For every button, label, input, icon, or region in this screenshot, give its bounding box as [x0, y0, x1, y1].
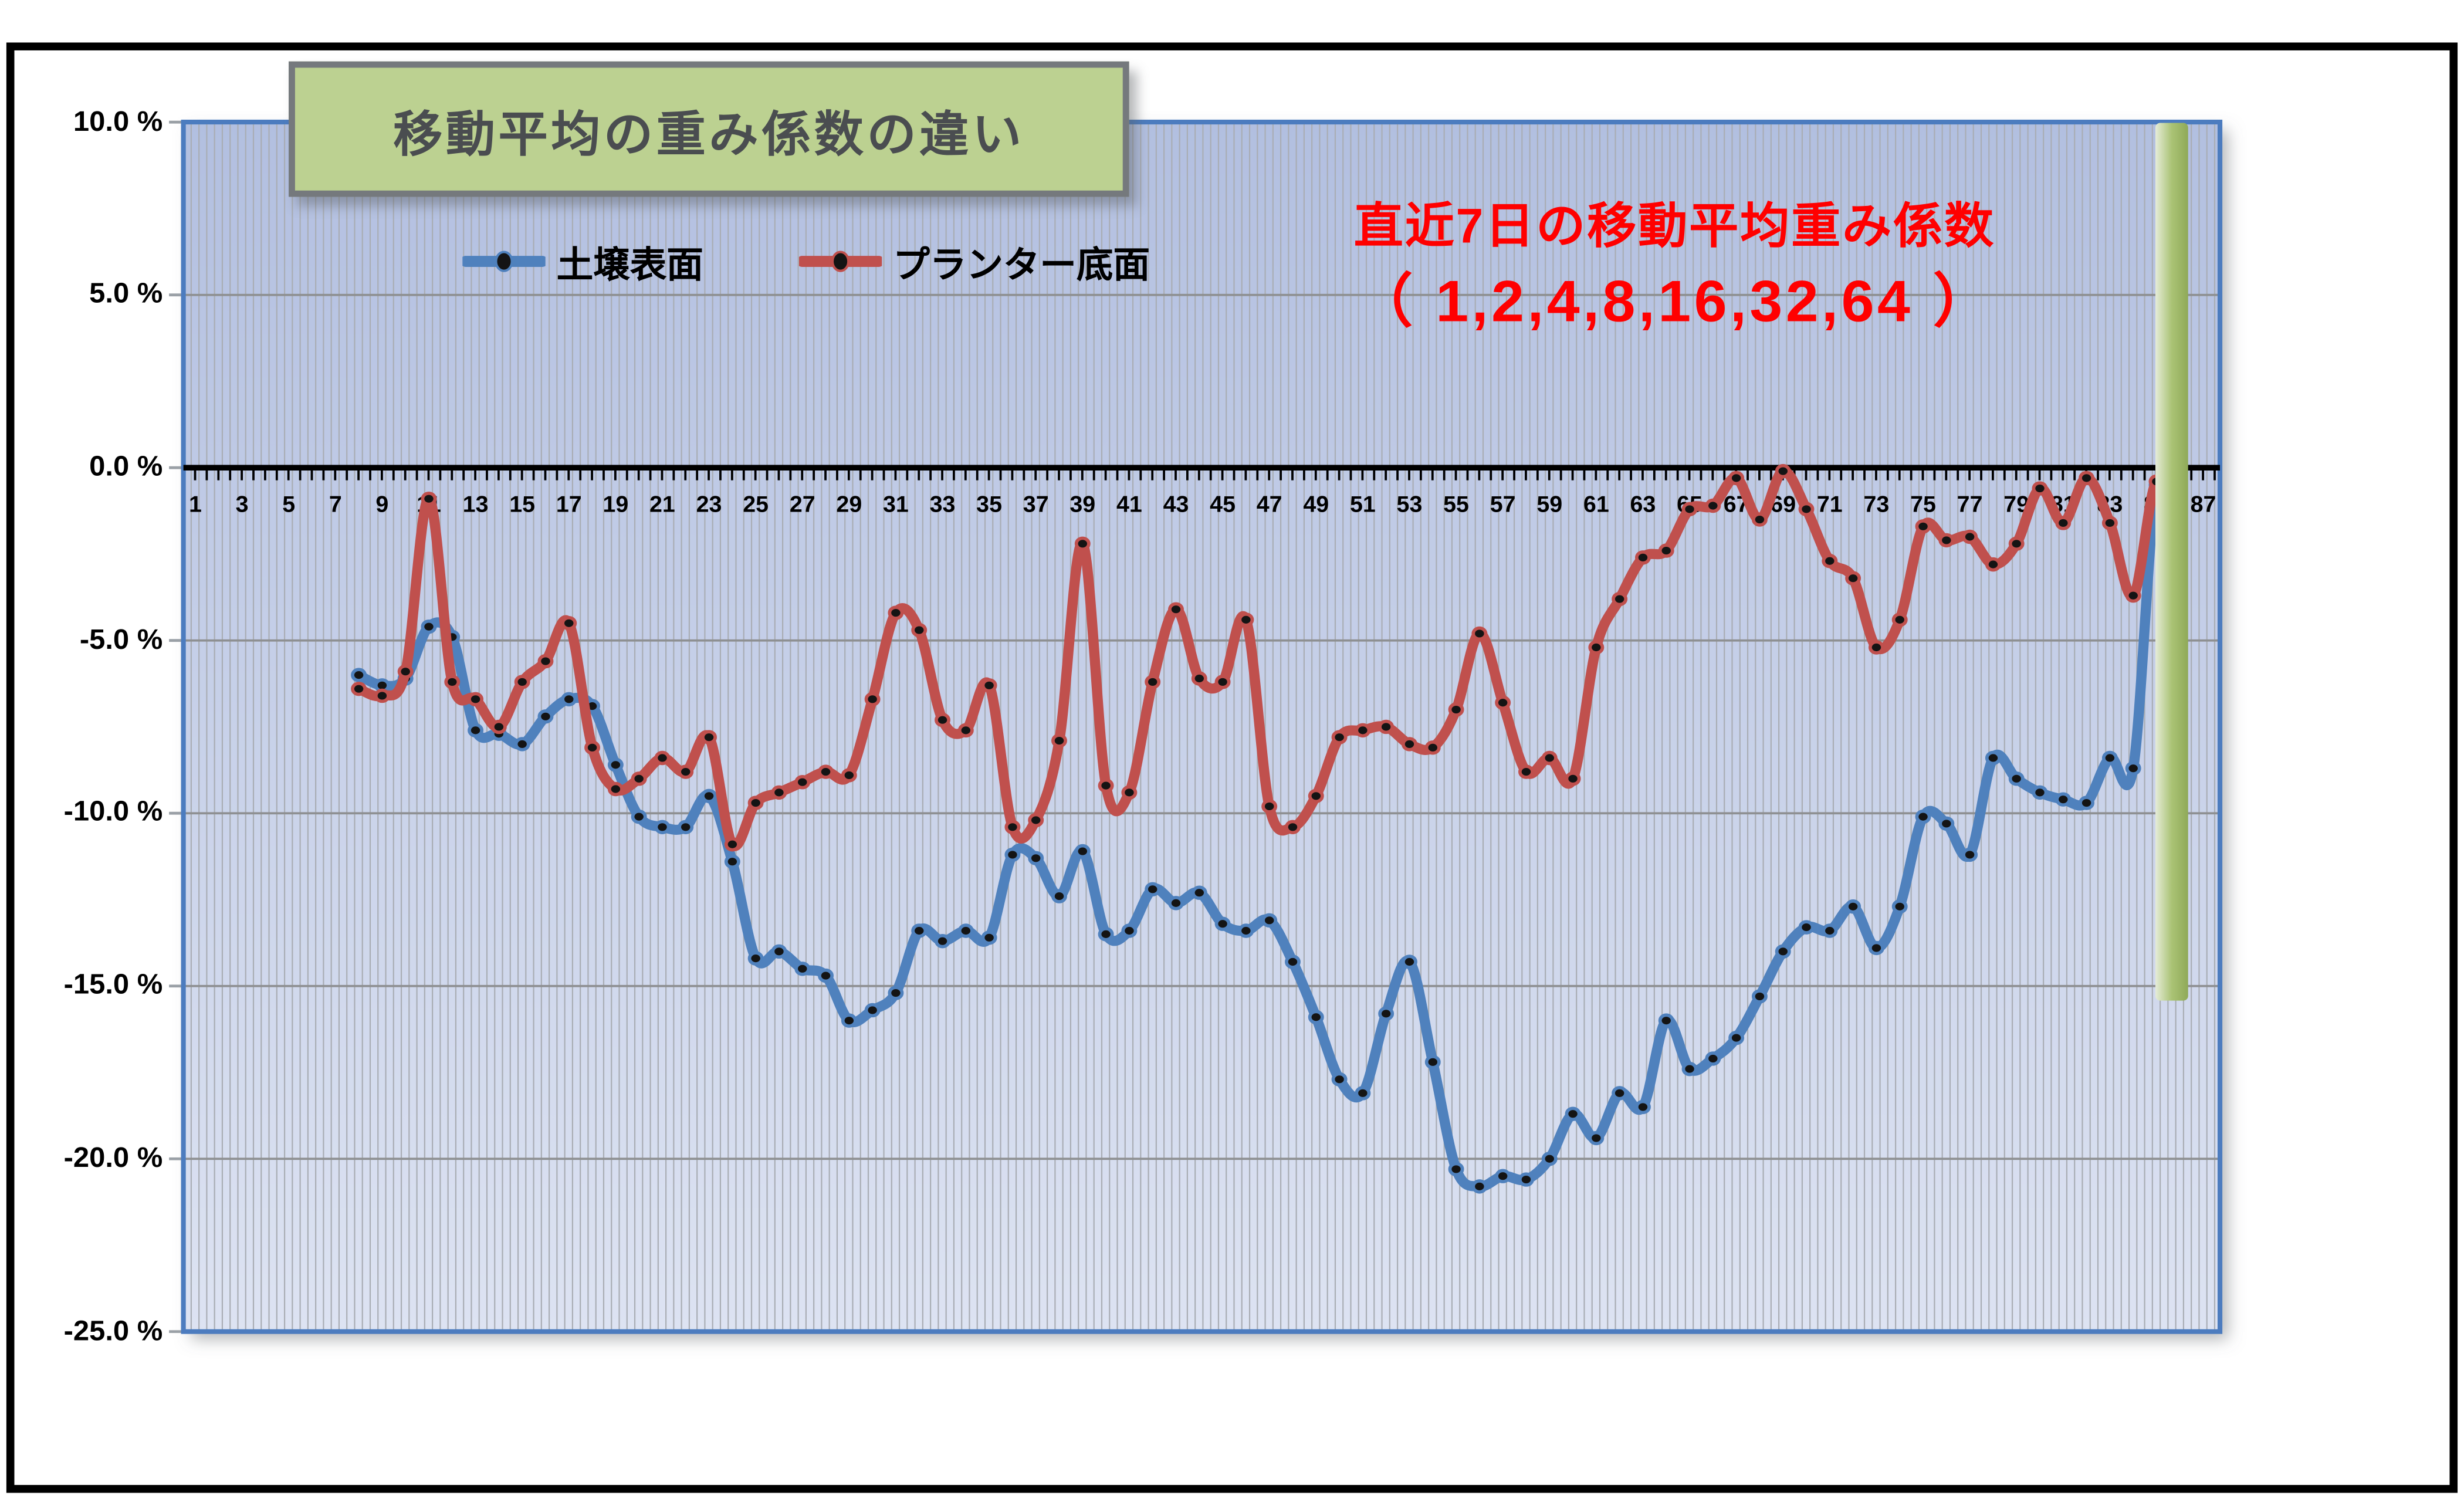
svg-text:55: 55 — [1443, 492, 1469, 517]
x-axis-ticks — [194, 468, 2216, 480]
annotation-line-1: 直近7日の移動平均重み係数 — [1353, 198, 1996, 254]
series-soil-surface — [351, 471, 2188, 1194]
svg-text:23: 23 — [696, 492, 722, 517]
svg-text:27: 27 — [790, 492, 815, 517]
svg-text:73: 73 — [1863, 492, 1889, 517]
legend-item-planter-bottom: プランター底面 — [798, 235, 1150, 288]
svg-text:33: 33 — [930, 492, 956, 517]
chart-title: 移動平均の重み係数の違い — [393, 106, 1025, 162]
legend-line-marker-soil-icon — [462, 251, 546, 272]
y-axis-label: 0.0 % — [89, 450, 163, 482]
svg-text:31: 31 — [883, 492, 909, 517]
highlight-bar-latest-7days — [2155, 123, 2188, 1001]
svg-text:77: 77 — [1957, 492, 1983, 517]
svg-text:87: 87 — [2191, 492, 2216, 517]
y-axis-outer-ticks — [169, 120, 182, 1333]
svg-text:63: 63 — [1630, 492, 1656, 517]
svg-text:37: 37 — [1023, 492, 1049, 517]
svg-text:43: 43 — [1163, 492, 1189, 517]
svg-text:29: 29 — [836, 492, 862, 517]
y-axis-label: -25.0 % — [63, 1314, 163, 1346]
svg-text:17: 17 — [556, 492, 582, 517]
y-axis-label: -15.0 % — [63, 969, 163, 1000]
svg-text:53: 53 — [1397, 492, 1423, 517]
gridlines — [183, 293, 2221, 1160]
svg-text:45: 45 — [1210, 492, 1236, 517]
legend: 土壌表面 プランター底面 — [462, 233, 1150, 290]
series-planter-bottom — [351, 463, 2188, 852]
svg-text:57: 57 — [1490, 492, 1516, 517]
y-axis-label: -10.0 % — [63, 796, 163, 828]
svg-text:13: 13 — [463, 492, 489, 517]
legend-label-planter-bottom: プランター底面 — [893, 244, 1150, 285]
y-axis-label: 10.0 % — [73, 104, 163, 137]
svg-text:71: 71 — [1817, 492, 1843, 517]
svg-text:3: 3 — [236, 492, 249, 517]
legend-item-soil-surface: 土壌表面 — [462, 235, 703, 288]
svg-text:15: 15 — [509, 492, 535, 517]
svg-text:1: 1 — [189, 492, 202, 517]
chart-title-box: 移動平均の重み係数の違い — [289, 61, 1129, 197]
svg-text:19: 19 — [603, 492, 628, 517]
annotation-line-2: （ 1,2,4,8,16,32,64 ） — [1353, 269, 1995, 334]
svg-text:61: 61 — [1583, 492, 1609, 517]
svg-text:49: 49 — [1303, 492, 1329, 517]
x-axis-labels: 1357911131517192123252729313335373941434… — [189, 492, 2216, 517]
svg-text:21: 21 — [649, 492, 675, 517]
plot-border — [181, 119, 2223, 1334]
minor-gridlines — [190, 122, 2216, 1332]
svg-text:5: 5 — [282, 492, 295, 517]
svg-text:9: 9 — [375, 492, 388, 517]
svg-text:47: 47 — [1257, 492, 1282, 517]
svg-text:75: 75 — [1910, 492, 1936, 517]
y-axis-label: 5.0 % — [89, 277, 163, 309]
svg-text:39: 39 — [1069, 492, 1095, 517]
y-axis-label: -5.0 % — [79, 623, 163, 655]
svg-text:35: 35 — [976, 492, 1002, 517]
legend-label-soil-surface: 土壌表面 — [556, 244, 703, 285]
legend-line-marker-planter-icon — [798, 251, 882, 272]
svg-text:25: 25 — [743, 492, 769, 517]
svg-text:59: 59 — [1536, 492, 1562, 517]
svg-text:41: 41 — [1116, 492, 1142, 517]
annotation: 直近7日の移動平均重み係数 （ 1,2,4,8,16,32,64 ） — [1260, 202, 2090, 331]
y-axis-label: -20.0 % — [63, 1141, 163, 1173]
svg-text:51: 51 — [1350, 492, 1376, 517]
svg-text:7: 7 — [329, 492, 342, 517]
